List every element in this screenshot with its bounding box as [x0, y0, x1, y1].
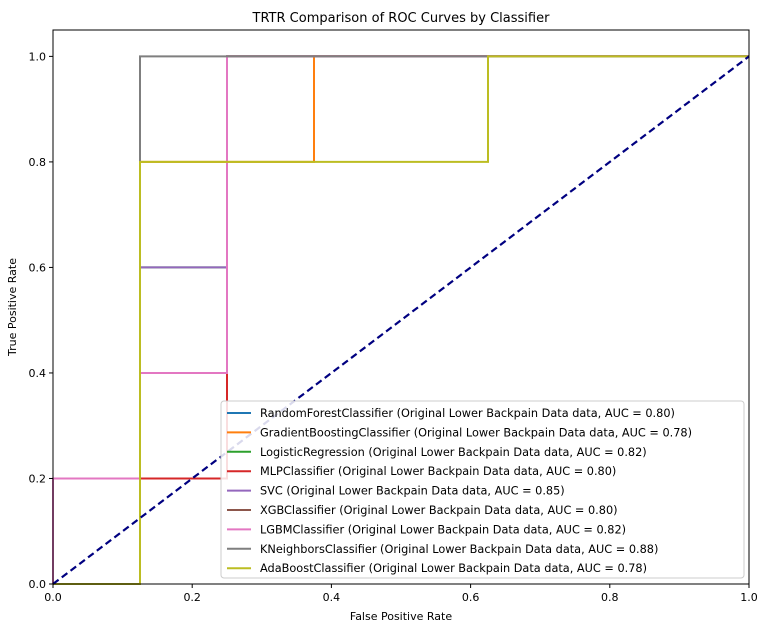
legend-label-2: LogisticRegression (Original Lower Backp…: [260, 446, 647, 459]
legend: RandomForestClassifier (Original Lower B…: [220, 400, 745, 579]
x-tick-label: 0.8: [601, 591, 619, 604]
y-tick-label: 0.8: [29, 156, 47, 169]
legend-label-0: RandomForestClassifier (Original Lower B…: [260, 407, 675, 420]
legend-label-3: MLPClassifier (Original Lower Backpain D…: [260, 465, 616, 478]
chance-diagonal: [52, 55, 750, 585]
x-tick-label: 0.6: [462, 591, 480, 604]
y-tick-label: 0.6: [29, 261, 47, 274]
legend-label-5: XGBClassifier (Original Lower Backpain D…: [260, 504, 618, 517]
plot-frame: [52, 29, 750, 585]
legend-box: [220, 400, 745, 579]
x-axis-label: False Positive Rate: [350, 610, 452, 623]
legend-label-7: KNeighborsClassifier (Original Lower Bac…: [260, 543, 658, 556]
x-tick-label: 0.4: [323, 591, 341, 604]
legend-label-6: LGBMClassifier (Original Lower Backpain …: [260, 523, 626, 536]
legend-items: RandomForestClassifier (Original Lower B…: [227, 407, 692, 575]
legend-label-1: GradientBoostingClassifier (Original Low…: [260, 426, 692, 439]
x-tick-label: 1.0: [740, 591, 758, 604]
y-tick-label: 0.2: [29, 472, 47, 485]
y-axis-label: True Positive Rate: [6, 258, 19, 357]
x-tick-label: 0.0: [44, 591, 62, 604]
y-axis-ticks: 0.0 0.2 0.4 0.6 0.8 1.0: [29, 50, 53, 591]
x-tick-label: 0.2: [183, 591, 201, 604]
legend-label-4: SVC (Original Lower Backpain Data data, …: [260, 485, 565, 498]
y-tick-label: 0.4: [29, 367, 47, 380]
x-axis-ticks: 0.0 0.2 0.4 0.6 0.8 1.0: [44, 584, 758, 604]
y-tick-label: 1.0: [29, 50, 47, 63]
chart-title: TRTR Comparison of ROC Curves by Classif…: [252, 11, 551, 26]
legend-label-8: AdaBoostClassifier (Original Lower Backp…: [260, 562, 647, 575]
y-tick-label: 0.0: [29, 578, 47, 591]
